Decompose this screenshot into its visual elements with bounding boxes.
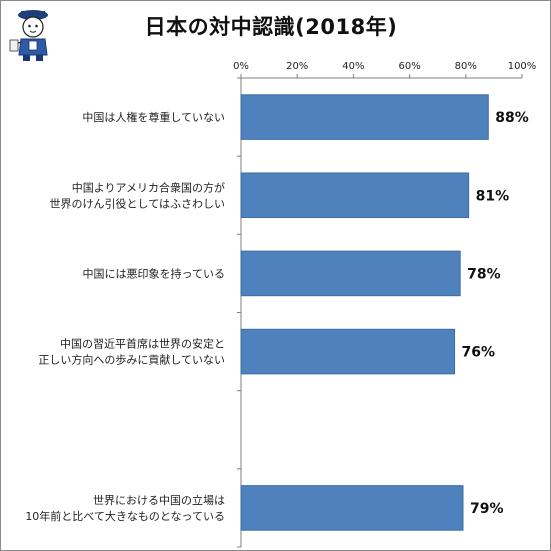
category-label: 世界における中国の立場は [93, 493, 225, 507]
chart-bars [240, 94, 489, 531]
bar-value-label: 78% [467, 266, 501, 282]
category-label: 10年前と比べて大きなものとなっている [25, 509, 225, 523]
chart-labels: 88% 中国は人権を尊重していない 81% 中国よりアメリカ合衆国の方が世界のけん引役… [25, 110, 528, 523]
x-tick-label: 20% [286, 61, 308, 72]
bar [240, 172, 470, 219]
bar [240, 94, 489, 140]
bar-value-label: 88% [495, 110, 529, 126]
bar [240, 485, 464, 531]
x-tick-label: 100% [508, 61, 537, 72]
x-tick-label: 80% [455, 61, 477, 72]
x-tick-label: 40% [342, 61, 364, 72]
bar-value-label: 76% [462, 345, 496, 361]
x-tick-label: 60% [398, 61, 420, 72]
chart-title: 日本の対中認識(2018年) [144, 15, 398, 39]
bar [240, 328, 456, 375]
mascot-character-icon [9, 10, 48, 61]
bar-value-label: 81% [476, 188, 510, 204]
category-label: 中国の習近平首席は世界の安定と [60, 337, 225, 351]
chart-axes: 0% 20% 40% 60% 80% 100% [233, 61, 537, 548]
category-label: 中国よりアメリカ合衆国の方が [72, 180, 225, 194]
category-label: 世界のけん引役としてはふさわしい [50, 196, 225, 210]
category-label: 中国には悪印象を持っている [83, 266, 225, 280]
bar [240, 250, 461, 297]
x-tick-label: 0% [233, 61, 249, 72]
category-label: 中国は人権を尊重していない [82, 110, 225, 124]
bar-value-label: 79% [470, 501, 504, 517]
category-label: 正しい方向への歩みに貢献していない [38, 353, 225, 367]
